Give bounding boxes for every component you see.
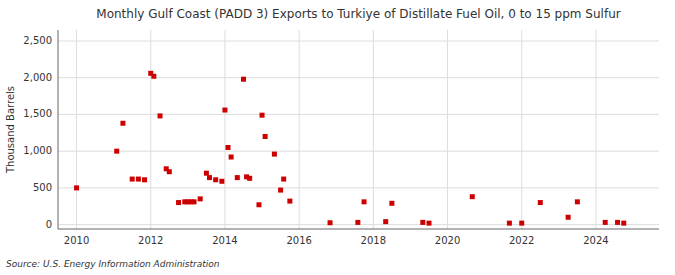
point [281,177,286,182]
point [229,155,234,160]
point [519,221,524,226]
point [328,220,333,225]
point [207,175,212,180]
point [151,74,156,79]
point [260,113,265,118]
point [167,169,172,174]
point [426,221,431,226]
point [615,220,620,225]
x-grid-line [447,30,448,229]
y-tick-label: 1,000 [23,145,52,156]
point [603,220,608,225]
point [219,179,224,184]
y-grid-line [58,114,659,115]
point [383,219,388,224]
x-tick-label: 2012 [138,235,163,246]
x-tick-label: 2020 [435,235,460,246]
point [538,200,543,205]
title: Monthly Gulf Coast (PADD 3) Exports to T… [96,7,620,21]
point [226,145,231,150]
point [204,171,209,176]
x-tick-label: 2024 [583,235,608,246]
x-grid-line [521,30,522,229]
axes: 0 500 1,000 1,500 2,000 2,500 2010 2012 2014 2016… [23,30,659,246]
point [176,200,181,205]
point [241,77,246,82]
x-axis-line [58,229,659,230]
y-tick-label: 0 [46,219,52,230]
point [114,149,119,154]
point [198,196,203,201]
y-tick-label: 500 [33,182,52,193]
point [278,188,283,193]
x-grid-line [76,30,77,229]
x-tick-label: 2010 [64,235,89,246]
y-tick-label: 2,000 [23,72,52,83]
y-tick-label: 2,500 [23,35,52,46]
point [272,152,277,157]
point [74,185,79,190]
point [130,177,135,182]
point [136,177,141,182]
y-grid-line [58,187,659,188]
point [235,175,240,180]
point [263,134,268,139]
x-tick-label: 2018 [361,235,386,246]
point [389,201,394,206]
chart: 0 500 1,000 1,500 2,000 2,500 2010 2012 2014 2016… [0,0,675,275]
x-grid-line [595,30,596,229]
y-grid-line [58,151,659,152]
x-grid-line [373,30,374,229]
point [256,202,261,207]
grid [58,30,659,229]
x-tick-label: 2014 [212,235,237,246]
point [247,176,252,181]
x-tick-label: 2016 [286,235,311,246]
point [420,220,425,225]
point [222,108,227,113]
point [158,113,163,118]
point [142,177,147,182]
plot-area [58,30,659,229]
point [192,199,197,204]
x-grid-line [299,30,300,229]
source-note: Source: U.S. Energy Information Administ… [6,259,220,269]
x-grid-line [224,30,225,229]
y-axis-label: Thousand Barrels [5,86,16,174]
point [213,177,218,182]
point [287,199,292,204]
point [575,199,580,204]
points [74,71,626,226]
point [470,194,475,199]
y-grid-line [58,77,659,78]
y-tick-label: 1,500 [23,108,52,119]
point [120,121,125,126]
point [507,221,512,226]
point [362,199,367,204]
y-axis-line [58,30,59,229]
x-grid-line [150,30,151,229]
point [566,215,571,220]
point [621,221,626,226]
point [355,220,360,225]
y-grid-line [58,41,659,42]
x-tick-label: 2022 [509,235,534,246]
